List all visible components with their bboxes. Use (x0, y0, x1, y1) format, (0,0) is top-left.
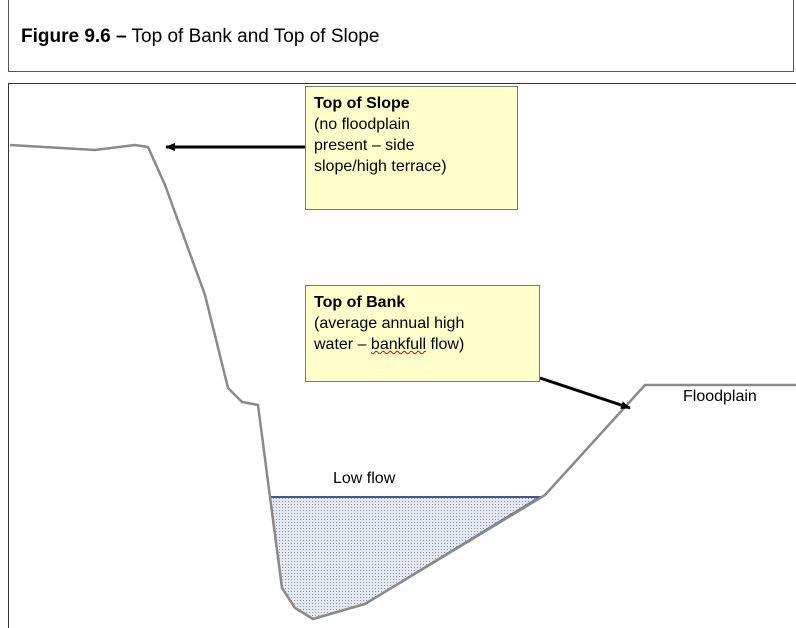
diagram-frame (8, 83, 796, 628)
title-rest: Top of Bank and Top of Slope (131, 26, 380, 47)
floodplain-label: Floodplain (683, 388, 757, 405)
callout-title: Top of Slope (314, 95, 410, 112)
callout-line: water – bankfull flow) (314, 334, 531, 355)
water (268, 496, 544, 621)
text: bankfull (370, 336, 427, 353)
figure-title: Figure 9.6 – Top of Bank and Top of Slop… (21, 26, 379, 48)
text: flow) (426, 336, 465, 353)
callout-top-of-slope: Top of Slope (no floodplain present – si… (305, 86, 518, 210)
title-bold: Figure 9.6 – (21, 26, 127, 47)
callout-line: slope/high terrace) (314, 158, 447, 175)
text: water – (314, 336, 371, 353)
callout-top-of-bank: Top of Bank (average annual high water –… (305, 285, 540, 382)
ground-profile (9, 143, 796, 621)
bank-arrow (539, 376, 631, 410)
callout-line: present – side (314, 137, 415, 154)
low-flow-label: Low flow (333, 470, 396, 487)
header-box: Figure 9.6 – Top of Bank and Top of Slop… (8, 0, 794, 72)
callout-line: (average annual high (314, 315, 465, 332)
callout-line: (no floodplain (314, 116, 411, 133)
callout-title: Top of Bank (314, 294, 406, 311)
